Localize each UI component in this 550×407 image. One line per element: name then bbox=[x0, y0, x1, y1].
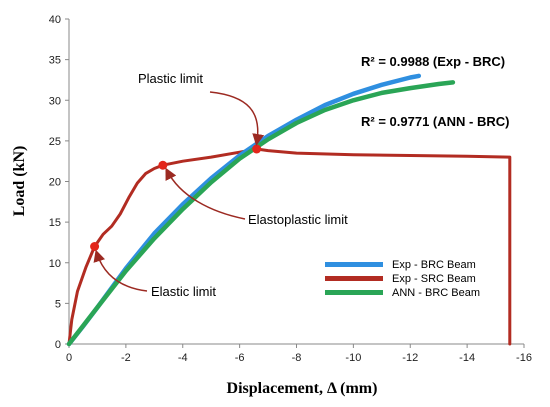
annotation-plastic-limit-arrow bbox=[209, 91, 265, 146]
x-tick-label: -12 bbox=[402, 352, 418, 364]
x-tick-label: -8 bbox=[292, 352, 302, 364]
y-tick-label: 15 bbox=[49, 217, 61, 229]
x-tick-label: -16 bbox=[516, 352, 532, 364]
annotation-elastic-limit-arrow bbox=[93, 249, 148, 292]
y-tick-label: 10 bbox=[49, 258, 61, 270]
r2-label-exp-brc: R² = 0.9988 (Exp - BRC) bbox=[361, 54, 505, 69]
legend-swatch-exp-src bbox=[325, 276, 383, 281]
annotation-plastic-limit-label: Plastic limit bbox=[138, 71, 203, 86]
y-tick-label: 35 bbox=[49, 55, 61, 67]
annotation-elastoplastic-limit-label: Elastoplastic limit bbox=[248, 212, 348, 227]
x-tick-label: -2 bbox=[121, 352, 131, 364]
y-tick-label: 25 bbox=[49, 136, 61, 148]
x-tick-label: -6 bbox=[235, 352, 245, 364]
x-tick-label: -10 bbox=[345, 352, 361, 364]
series-line-ann-brc bbox=[66, 80, 456, 347]
marker-elastic-limit bbox=[90, 242, 100, 251]
annotation-elastoplastic-limit-arrow bbox=[165, 167, 246, 220]
y-axis-title: Load (kN) bbox=[11, 146, 28, 217]
marker-elastoplastic-limit bbox=[158, 160, 168, 170]
y-tick-label: 40 bbox=[49, 14, 61, 26]
x-tick-label: -14 bbox=[459, 352, 475, 364]
legend: Exp - BRC Beam Exp - SRC Beam ANN - BRC … bbox=[325, 259, 480, 299]
x-tick-label: 0 bbox=[66, 352, 72, 364]
legend-swatch-ann-brc bbox=[325, 290, 383, 295]
legend-label-exp-brc: Exp - BRC Beam bbox=[392, 259, 476, 271]
annotations: Plastic limit Elastoplastic limit Elastic … bbox=[93, 71, 348, 299]
y-tick-label: 30 bbox=[49, 95, 61, 107]
legend-label-exp-src: Exp - SRC Beam bbox=[392, 273, 476, 285]
x-axis-title: Displacement, Δ (mm) bbox=[227, 380, 378, 397]
series-line-exp-src bbox=[67, 147, 512, 346]
x-tick-label: -4 bbox=[178, 352, 188, 364]
axes: 0 -2 -4 -6 -8 -10 -12 -14 -16 0 5 10 15 20 25 30 35 40 bbox=[49, 14, 532, 364]
y-tick-label: 5 bbox=[55, 298, 61, 310]
limit-markers bbox=[90, 144, 262, 251]
legend-swatch-exp-brc bbox=[325, 262, 383, 267]
y-tick-label: 20 bbox=[49, 177, 61, 189]
legend-label-ann-brc: ANN - BRC Beam bbox=[392, 287, 480, 299]
r2-label-ann-brc: R² = 0.9771 (ANN - BRC) bbox=[361, 114, 509, 129]
marker-plastic-limit bbox=[252, 144, 262, 154]
y-tick-label: 0 bbox=[55, 339, 61, 351]
annotation-elastic-limit-label: Elastic limit bbox=[151, 284, 216, 299]
